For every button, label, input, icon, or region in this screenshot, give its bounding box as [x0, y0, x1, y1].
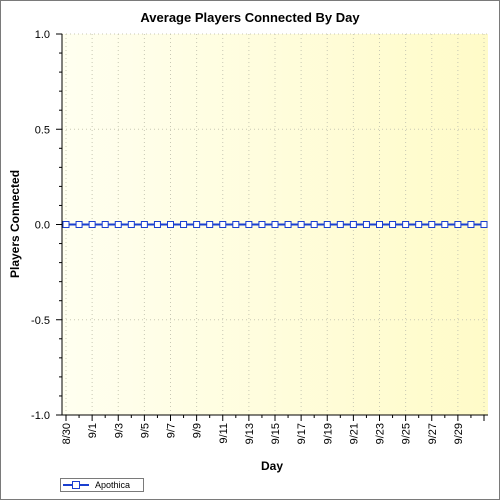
data-point [467, 221, 475, 228]
data-point [428, 221, 436, 228]
data-point [88, 221, 96, 228]
x-tick-label: 9/27 [427, 423, 439, 444]
data-point [153, 221, 161, 228]
y-tick-label: -0.5 [31, 315, 50, 327]
x-axis-label: Day [261, 459, 283, 473]
data-point [101, 221, 109, 228]
chart-title: Average Players Connected By Day [140, 10, 360, 25]
data-point [206, 221, 214, 228]
data-point [402, 221, 410, 228]
x-tick-label: 9/1 [87, 423, 99, 438]
y-tick-label: 1.0 [35, 29, 50, 41]
data-point [232, 221, 240, 228]
data-point [62, 221, 70, 228]
x-tick-label: 9/21 [348, 423, 360, 444]
x-tick-label: 9/9 [192, 423, 204, 438]
data-point [219, 221, 227, 228]
data-point [480, 221, 488, 228]
axes: 1.0 0.5 0.0 -0.5 -1.0 8/30 9/1 9/3 9/5 9/7 9/9 9/11… [31, 29, 488, 444]
data-point [376, 221, 383, 228]
x-tick-label: 9/15 [270, 423, 282, 444]
data-point [180, 221, 188, 228]
data-point [127, 221, 135, 228]
data-point [454, 221, 462, 228]
x-tick-label: 9/25 [401, 423, 413, 444]
data-point [441, 221, 449, 228]
series-layer [62, 221, 488, 228]
data-point [415, 221, 423, 228]
y-tick-label: 0.5 [35, 124, 50, 136]
data-point [245, 221, 253, 228]
data-point [114, 221, 122, 228]
data-point [75, 221, 83, 228]
data-point [297, 221, 305, 228]
data-point [323, 221, 331, 228]
data-point [336, 221, 344, 228]
data-point [362, 221, 370, 228]
legend-swatch-apothica [63, 479, 89, 491]
data-point [193, 221, 201, 228]
legend-label-apothica: Apothica [95, 480, 131, 490]
x-tick-label: 8/30 [61, 423, 73, 444]
x-tick-label: 9/17 [296, 423, 308, 444]
x-tick-label: 9/7 [166, 423, 178, 438]
data-point [140, 221, 148, 228]
x-tick-label: 9/3 [113, 423, 125, 438]
data-point [310, 221, 318, 228]
x-tick-label: 9/29 [453, 423, 465, 444]
data-point [258, 221, 266, 228]
x-tick-label: 9/5 [139, 423, 151, 438]
x-tick-label: 9/19 [322, 423, 334, 444]
y-tick-label: -1.0 [31, 410, 50, 422]
data-point [389, 221, 397, 228]
legend: Apothica [60, 478, 144, 492]
data-point [167, 221, 174, 228]
data-point [349, 221, 357, 228]
x-tick-label: 9/11 [218, 423, 230, 444]
data-point [271, 221, 279, 228]
x-tick-label: 9/13 [244, 423, 256, 444]
data-point [284, 221, 292, 228]
x-tick-label: 9/23 [375, 423, 387, 444]
y-tick-label: 0.0 [35, 220, 50, 232]
y-axis-label: Players Connected [8, 170, 22, 278]
